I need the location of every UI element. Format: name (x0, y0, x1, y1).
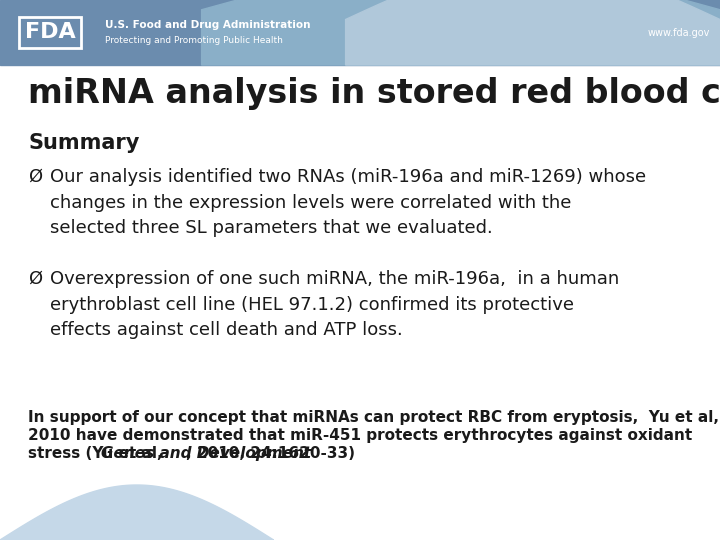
Text: miRNA analysis in stored red blood cells: miRNA analysis in stored red blood cells (28, 77, 720, 110)
Text: Protecting and Promoting Public Health: Protecting and Promoting Public Health (105, 36, 283, 45)
Text: stress (Yu et al,: stress (Yu et al, (28, 446, 168, 461)
Text: Summary: Summary (28, 133, 140, 153)
Text: Genes and Development: Genes and Development (101, 446, 311, 461)
Text: , 2010, 24:1620-33): , 2010, 24:1620-33) (186, 446, 355, 461)
Polygon shape (0, 485, 274, 540)
Bar (0, 0, 720, 65)
Text: Ø: Ø (28, 270, 42, 288)
Text: FDA: FDA (24, 23, 76, 43)
Text: 2010 have demonstrated that miR-451 protects erythrocytes against oxidant: 2010 have demonstrated that miR-451 prot… (28, 428, 692, 443)
Text: Our analysis identified two RNAs (miR-196a and miR-1269) whose
changes in the ex: Our analysis identified two RNAs (miR-19… (50, 168, 646, 238)
Text: www.fda.gov: www.fda.gov (647, 28, 710, 37)
Text: U.S. Food and Drug Administration: U.S. Food and Drug Administration (105, 21, 310, 30)
Polygon shape (202, 0, 720, 65)
Text: In support of our concept that miRNAs can protect RBC from eryptosis,  Yu et al,: In support of our concept that miRNAs ca… (28, 410, 719, 425)
Text: Overexpression of one such miRNA, the miR-196a,  in a human
erythroblast cell li: Overexpression of one such miRNA, the mi… (50, 270, 619, 340)
Polygon shape (346, 0, 720, 65)
Text: Ø: Ø (28, 168, 42, 186)
